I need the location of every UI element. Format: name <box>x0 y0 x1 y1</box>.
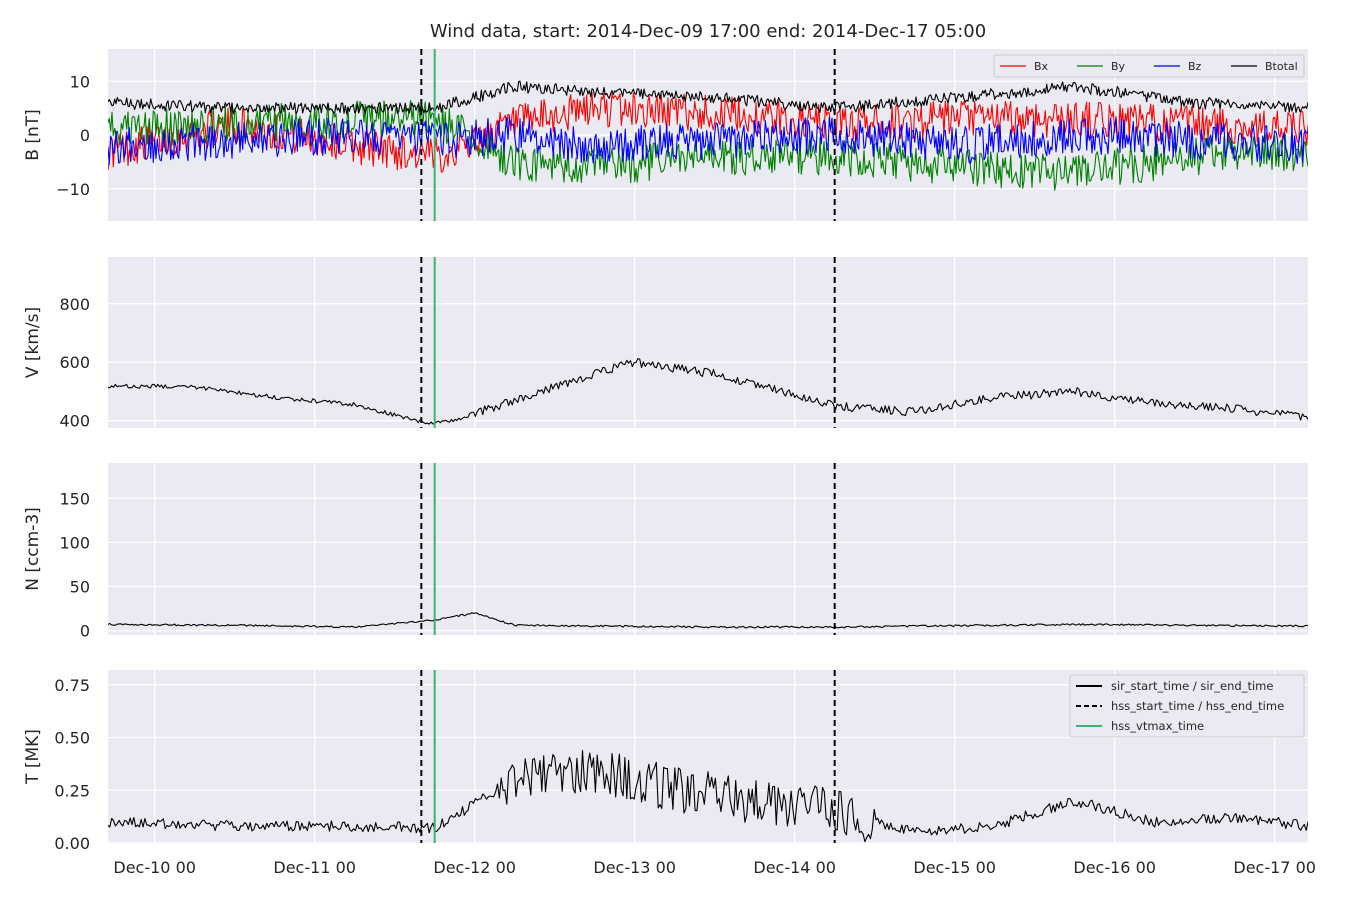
legend-label: Bx <box>1034 60 1049 73</box>
y-axis-label: B [nT] <box>23 109 43 161</box>
y-tick-label: 0.50 <box>54 729 90 748</box>
x-tick-label: Dec-15 00 <box>913 858 996 877</box>
plot-area <box>108 463 1308 635</box>
series-line-btotal <box>108 80 1308 115</box>
legend-label: sir_start_time / sir_end_time <box>1111 679 1273 693</box>
legend-box <box>1069 674 1305 738</box>
series-group <box>108 749 1308 843</box>
series-group <box>108 612 1308 629</box>
plot-area <box>108 257 1308 428</box>
y-tick-label: 400 <box>59 412 90 431</box>
y-tick-label: 100 <box>59 533 90 552</box>
y-tick-label: 50 <box>70 577 90 596</box>
panel-4: 0.00 0.25 0.50 0.75 T [MK] sir_start_time / s… <box>23 670 1308 853</box>
series-line <box>108 358 1308 425</box>
series-line <box>108 749 1308 843</box>
series-line <box>108 612 1308 629</box>
y-axis-label: T [MK] <box>23 729 43 785</box>
legend-label: hss_start_time / hss_end_time <box>1111 699 1284 713</box>
y-tick-label: 0 <box>80 126 90 145</box>
y-tick-label: 10 <box>70 72 90 91</box>
panel-1: −10 0 10 B [nT] Bx By Bz Btotal <box>23 49 1308 221</box>
x-tick-label: Dec-11 00 <box>273 858 356 877</box>
x-tick-label: Dec-13 00 <box>593 858 676 877</box>
x-tick-label: Dec-17 00 <box>1233 858 1316 877</box>
y-tick-label: 150 <box>59 489 90 508</box>
legend-b: Bx By Bz Btotal <box>993 54 1305 78</box>
y-tick-label: 0.25 <box>54 781 90 800</box>
y-tick-label: 600 <box>59 353 90 372</box>
x-tick-label: Dec-10 00 <box>113 858 196 877</box>
series-group <box>108 80 1308 191</box>
panel-3: 0 50 100 150 N [ccm-3] <box>23 463 1308 641</box>
x-tick-label: Dec-12 00 <box>433 858 516 877</box>
y-tick-label: −10 <box>56 180 90 199</box>
x-tick-label: Dec-14 00 <box>753 858 836 877</box>
series-group <box>108 358 1308 425</box>
y-tick-label: 0.00 <box>54 834 90 853</box>
x-tick-label: Dec-16 00 <box>1073 858 1156 877</box>
y-axis-label: V [km/s] <box>23 307 43 378</box>
y-axis-label: N [ccm-3] <box>23 507 43 591</box>
y-tick-label: 0.75 <box>54 676 90 695</box>
y-tick-label: 0 <box>80 622 90 641</box>
series-line-bz <box>108 116 1308 165</box>
legend-events: sir_start_time / sir_end_time hss_start_t… <box>1069 674 1305 738</box>
legend-label: Btotal <box>1265 60 1298 73</box>
legend-label: Bz <box>1188 60 1202 73</box>
legend-box <box>993 54 1305 78</box>
panel-2: 400 600 800 V [km/s] <box>23 257 1308 431</box>
figure-title: Wind data, start: 2014-Dec-09 17:00 end:… <box>430 21 986 42</box>
legend-label: hss_vtmax_time <box>1111 719 1204 733</box>
legend-label: By <box>1111 60 1126 73</box>
y-tick-label: 800 <box>59 295 90 314</box>
